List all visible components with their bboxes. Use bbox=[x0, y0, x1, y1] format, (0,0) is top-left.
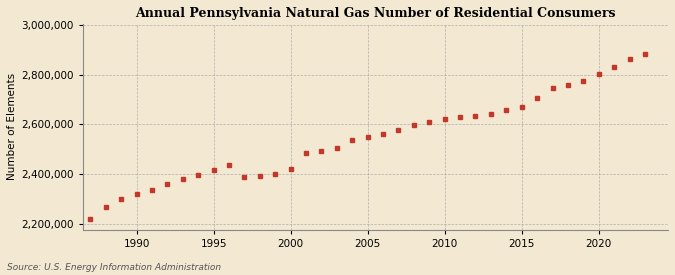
Title: Annual Pennsylvania Natural Gas Number of Residential Consumers: Annual Pennsylvania Natural Gas Number o… bbox=[135, 7, 616, 20]
Text: Source: U.S. Energy Information Administration: Source: U.S. Energy Information Administ… bbox=[7, 263, 221, 272]
Y-axis label: Number of Elements: Number of Elements bbox=[7, 73, 17, 180]
